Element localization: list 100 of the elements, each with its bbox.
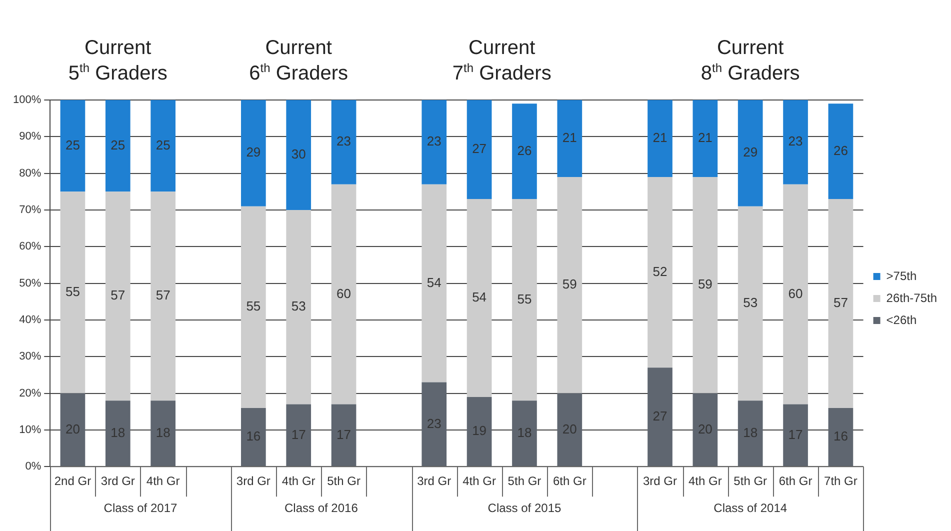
bar (648, 176, 672, 368)
data-label: 17 (291, 426, 306, 442)
text: Class of 2015 (488, 500, 562, 515)
bar (648, 100, 672, 177)
data-label: 60 (788, 286, 803, 301)
data-label: 17 (336, 426, 352, 442)
bar (150, 192, 176, 401)
x-tick-label: 6th Gr (552, 474, 586, 488)
y-tick-label: 10% (19, 424, 42, 436)
data-label: 16 (246, 428, 261, 444)
data-label: 29 (246, 144, 261, 160)
data-label: 25 (156, 137, 170, 152)
bar (286, 100, 312, 210)
bar (150, 100, 176, 192)
x-tick-label: 6th Gr (778, 474, 812, 488)
bar (783, 100, 808, 184)
text: Current 7$^{th}$ Graders (452, 36, 552, 87)
data-label: 16 (833, 428, 848, 444)
bar (738, 100, 763, 206)
data-label: 27 (652, 408, 668, 424)
bar (241, 206, 266, 408)
data-label: 20 (698, 421, 712, 436)
data-label: 53 (743, 295, 758, 310)
data-label: 23 (788, 134, 803, 149)
data-label: 23 (426, 134, 442, 149)
x-tick-label: 5th Gr (508, 474, 542, 488)
y-tick-label: 30% (19, 350, 42, 363)
y-tick-label: 90% (19, 130, 42, 143)
data-label: 59 (698, 276, 712, 292)
bar (60, 192, 86, 394)
data-label: 59 (562, 276, 577, 292)
text: Class of 2014 (714, 500, 788, 515)
y-tick-label: 80% (19, 167, 42, 180)
data-label: 54 (472, 290, 487, 305)
data-label: 20 (562, 421, 577, 436)
bar (466, 198, 492, 397)
x-tick-label: 3rd Gr (236, 474, 270, 488)
data-label: 26 (833, 142, 848, 158)
data-label: 57 (110, 288, 126, 303)
data-label: 57 (833, 295, 848, 310)
text: Class of 2016 (284, 500, 358, 515)
data-label: 23 (426, 416, 442, 431)
text: Current 5$^{th}$ Graders (68, 36, 168, 87)
bar (557, 100, 582, 177)
y-tick-label: 20% (19, 387, 42, 400)
x-tick-label: 3rd Gr (642, 474, 678, 488)
x-tick-label: 3rd Gr (100, 474, 135, 488)
bar (331, 100, 356, 184)
data-label: 57 (156, 288, 170, 303)
data-label: 19 (472, 423, 487, 438)
bar (331, 184, 356, 404)
bar (828, 104, 854, 199)
bar (422, 100, 447, 184)
x-tick-label: 3rd Gr (417, 474, 452, 488)
bar (466, 100, 492, 199)
data-label: 52 (652, 264, 668, 279)
y-tick-label: 40% (19, 314, 42, 326)
bar (692, 100, 718, 177)
x-tick-label: 4th Gr (688, 474, 722, 488)
data-label: 54 (426, 274, 442, 290)
data-label: 55 (246, 298, 261, 314)
bar (557, 176, 582, 394)
bar (738, 206, 763, 401)
y-tick-label: 70% (19, 204, 42, 216)
data-label: 23 (336, 134, 352, 149)
legend-label: >75th (886, 268, 917, 283)
data-label: 18 (517, 424, 532, 440)
x-tick-label: 5th Gr (327, 474, 360, 488)
text: Current 8$^{th}$ Graders (700, 36, 800, 87)
data-label: 29 (743, 144, 758, 160)
bar (60, 100, 86, 192)
data-label: 55 (517, 291, 532, 306)
data-label: 18 (743, 424, 758, 440)
data-label: 18 (110, 424, 126, 440)
text: Current 6$^{th}$ Graders (249, 36, 348, 87)
bar (512, 198, 537, 401)
data-label: 21 (562, 130, 577, 146)
bar (512, 104, 537, 199)
y-tick-label: 60% (19, 240, 42, 253)
data-label: 21 (698, 130, 712, 146)
bar (286, 210, 312, 404)
x-tick-label: 5th Gr (734, 474, 768, 488)
bar (105, 192, 130, 401)
data-label: 20 (65, 421, 80, 436)
x-tick-label: 4th Gr (462, 474, 496, 488)
bar (828, 198, 854, 408)
data-label: 55 (65, 284, 80, 300)
data-label: 17 (788, 426, 803, 442)
data-label: 26 (517, 142, 532, 158)
x-tick-label: 2nd Gr (54, 474, 92, 488)
data-label: 53 (291, 298, 306, 314)
x-tick-label: 4th Gr (282, 474, 316, 488)
data-label: 25 (65, 137, 80, 152)
bar (105, 100, 130, 192)
bar (692, 176, 718, 394)
data-label: 18 (156, 424, 170, 440)
data-label: 27 (472, 141, 487, 156)
y-tick-label: 50% (19, 277, 42, 290)
bar (783, 184, 808, 404)
data-label: 21 (652, 130, 668, 146)
